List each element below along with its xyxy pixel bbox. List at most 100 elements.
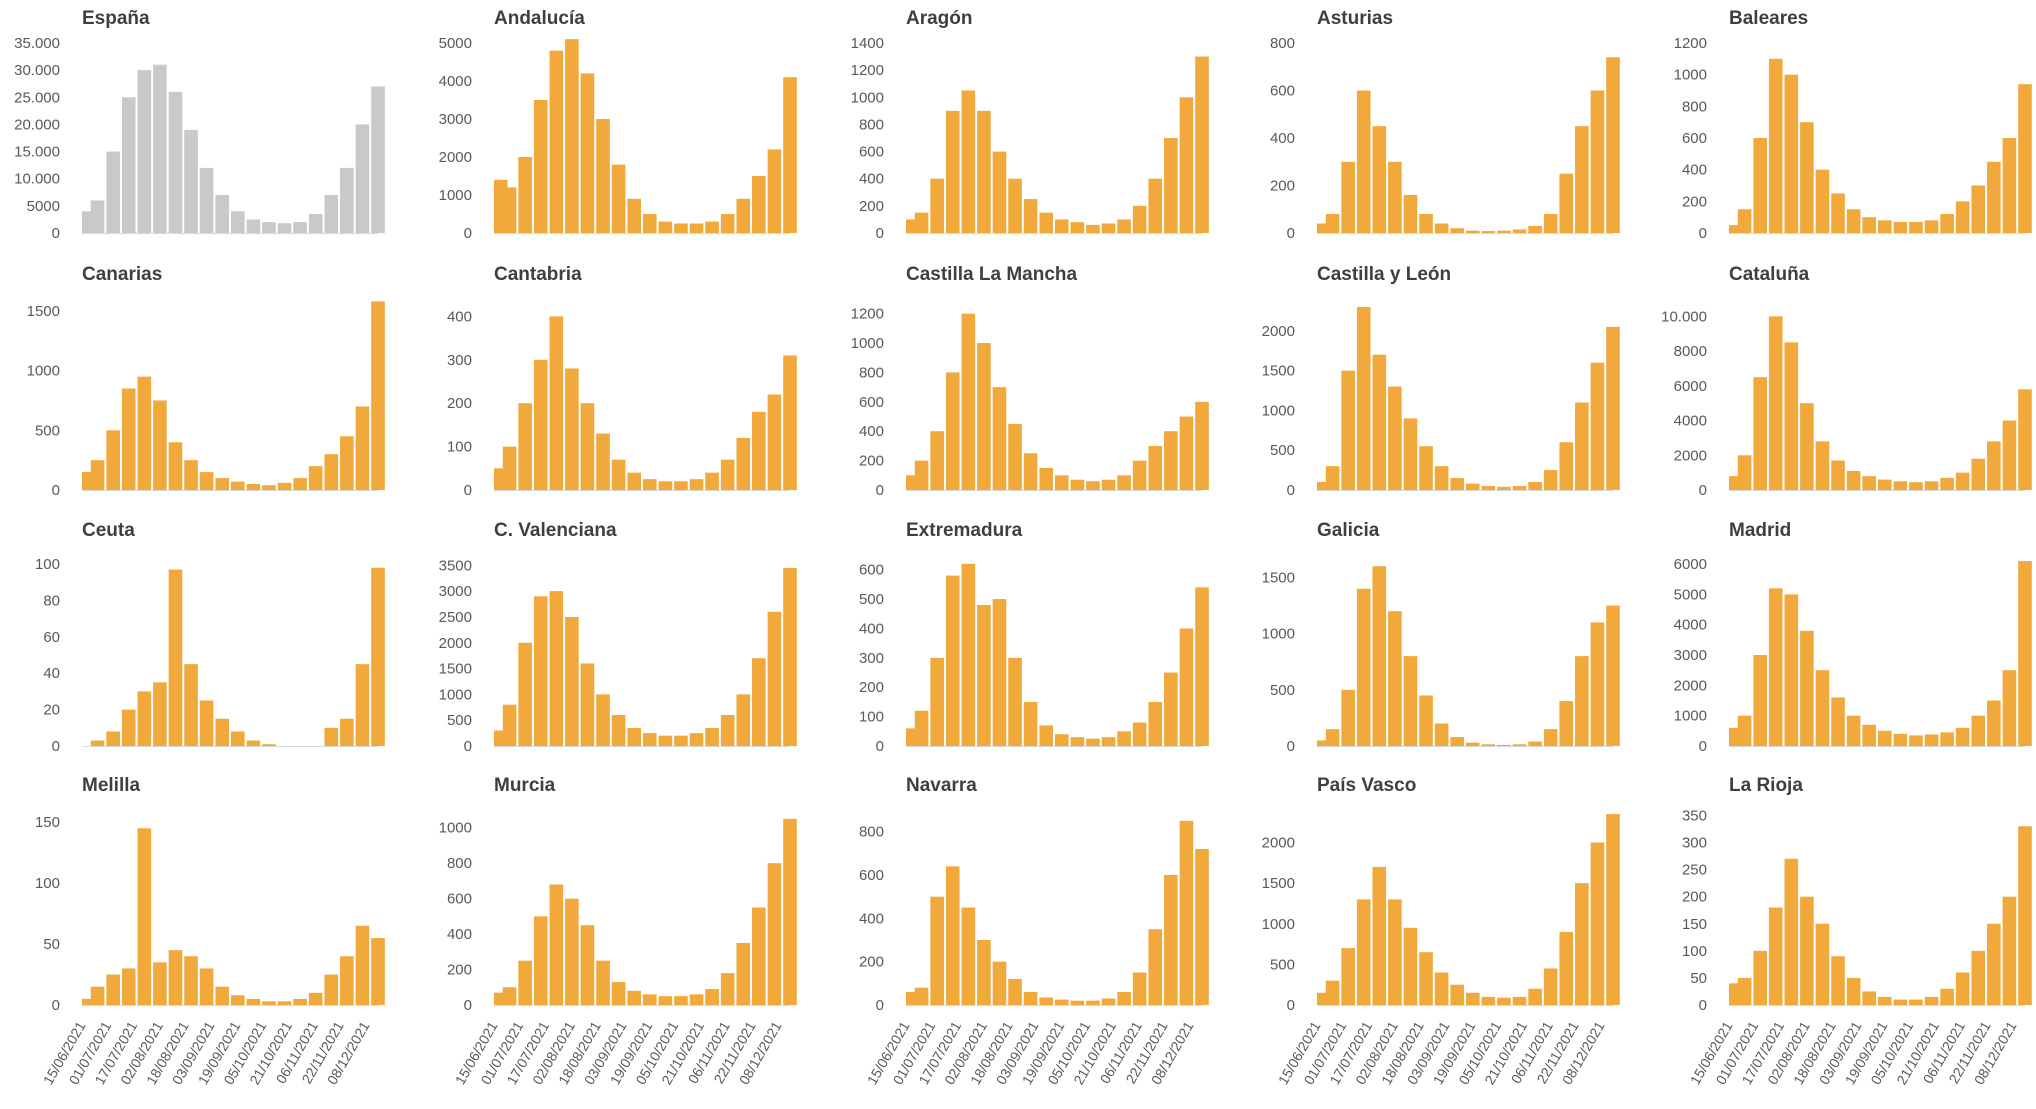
bar: [1784, 342, 1799, 490]
y-tick-label: 800: [859, 364, 884, 381]
bar: [1543, 729, 1558, 746]
bar: [914, 987, 929, 1005]
bar: [1800, 630, 1814, 746]
bar: [977, 940, 991, 1005]
bar: [184, 956, 198, 1005]
bar: [549, 884, 564, 1005]
bar: [1559, 701, 1574, 746]
bar: [1341, 370, 1355, 491]
y-tick-label: 0: [52, 738, 60, 755]
y-tick-label: 0: [464, 225, 472, 242]
bar: [1195, 401, 1209, 490]
y-tick-label: 20.000: [14, 116, 60, 133]
bar: [1909, 735, 1923, 746]
bar: [930, 178, 944, 233]
bar: [1388, 386, 1402, 490]
bar: [355, 664, 370, 746]
bar: [153, 400, 167, 490]
bar: [1117, 219, 1131, 233]
bar: [1419, 446, 1433, 490]
bar: [1497, 486, 1511, 490]
bar: [340, 436, 354, 490]
y-tick-label: 1500: [1262, 363, 1295, 380]
bar: [1341, 689, 1355, 746]
y-tick-label: 250: [1682, 862, 1707, 879]
y-tick-label: 100: [859, 709, 884, 726]
bar: [642, 479, 657, 490]
bar: [184, 664, 198, 746]
bar: [371, 937, 385, 1005]
y-tick-label: 100: [35, 556, 60, 573]
y-tick-label: 5000: [1674, 586, 1707, 603]
bar: [1023, 992, 1038, 1005]
bar: [930, 896, 944, 1005]
bar: [1434, 972, 1449, 1005]
bar: [340, 167, 354, 233]
bar: [106, 731, 120, 746]
bar: [1528, 482, 1542, 490]
bar: [705, 221, 719, 233]
panel-title: Castilla y León: [1317, 264, 1451, 285]
bar: [1403, 927, 1418, 1005]
bar: [1737, 455, 1752, 490]
bar: [611, 459, 626, 490]
bar: [1846, 470, 1861, 490]
bar: [1388, 611, 1402, 746]
bar: [82, 998, 96, 1005]
bar: [1388, 899, 1402, 1006]
bar: [1590, 842, 1605, 1005]
y-tick-label: 0: [1699, 997, 1707, 1014]
bar: [580, 403, 595, 490]
panel-title: Castilla La Mancha: [906, 264, 1077, 285]
bar: [945, 110, 960, 233]
y-tick-label: 1000: [439, 820, 472, 837]
bar: [1590, 90, 1605, 233]
bar: [752, 176, 766, 233]
y-tick-label: 2000: [439, 635, 472, 652]
panel-title: Galicia: [1317, 520, 1380, 541]
bar: [1132, 460, 1147, 490]
panel-title: Murcia: [494, 775, 556, 796]
bar: [1356, 306, 1371, 490]
y-tick-label: 400: [1682, 162, 1707, 179]
bar: [1132, 972, 1147, 1005]
y-tick-label: 600: [859, 144, 884, 161]
y-tick-label: 1200: [1674, 35, 1707, 52]
y-tick-label: 1000: [1262, 402, 1295, 419]
bar: [1737, 715, 1752, 746]
bar: [121, 97, 136, 233]
bar: [518, 960, 532, 1005]
y-tick-label: 400: [859, 423, 884, 440]
bar: [1893, 733, 1908, 746]
y-tick-label: 800: [447, 855, 472, 872]
bar: [1575, 883, 1589, 1006]
bar: [1940, 732, 1954, 746]
y-tick-label: 10.000: [14, 171, 60, 188]
y-tick-label: 20: [43, 702, 60, 719]
y-tick-label: 500: [1270, 442, 1295, 459]
bar: [1831, 193, 1845, 233]
bar: [1831, 460, 1845, 490]
bar: [1372, 126, 1387, 234]
bar: [1325, 214, 1340, 233]
bar: [1434, 466, 1449, 491]
bar: [961, 90, 976, 233]
bar: [1909, 221, 1923, 233]
bar: [1070, 222, 1085, 233]
bar: [627, 472, 642, 490]
bar: [977, 343, 991, 490]
bar: [689, 479, 704, 490]
y-tick-label: 0: [1699, 482, 1707, 499]
bar: [1862, 476, 1877, 490]
panel-title: Baleares: [1729, 8, 1808, 29]
y-tick-label: 600: [859, 394, 884, 411]
bar: [1753, 655, 1767, 746]
bar: [121, 388, 136, 490]
bar: [1940, 477, 1954, 490]
y-tick-label: 0: [1287, 225, 1295, 242]
y-tick-label: 600: [1682, 130, 1707, 147]
bar: [2018, 84, 2032, 233]
bar: [246, 998, 261, 1005]
bar: [752, 907, 766, 1005]
